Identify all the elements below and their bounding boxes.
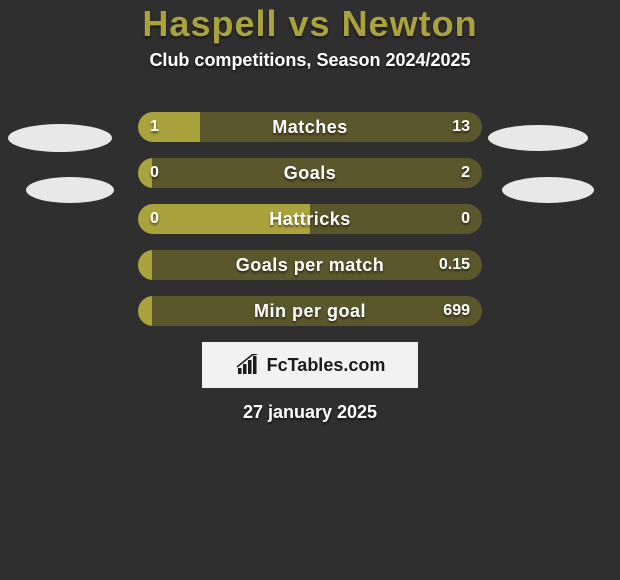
stat-label: Goals — [138, 158, 482, 188]
stat-value-left: 0 — [150, 158, 159, 188]
brand-badge: FcTables.com — [202, 342, 418, 388]
stat-row: Min per goal699 — [138, 296, 482, 326]
page-title: Haspell vs Newton — [0, 0, 620, 42]
brand-text: FcTables.com — [267, 355, 386, 376]
stat-label: Goals per match — [138, 250, 482, 280]
comparison-infographic: Haspell vs Newton Club competitions, Sea… — [0, 0, 620, 580]
stat-value-right: 0.15 — [439, 250, 470, 280]
title-vs: vs — [289, 3, 331, 44]
stat-label: Min per goal — [138, 296, 482, 326]
snapshot-date: 27 january 2025 — [0, 402, 620, 423]
stat-value-left: 0 — [150, 204, 159, 234]
stat-value-right: 0 — [461, 204, 470, 234]
stat-value-right: 13 — [452, 112, 470, 142]
title-player1: Haspell — [142, 3, 277, 44]
stat-value-right: 2 — [461, 158, 470, 188]
stat-value-left: 1 — [150, 112, 159, 142]
stat-label: Matches — [138, 112, 482, 142]
subtitle: Club competitions, Season 2024/2025 — [0, 50, 620, 71]
stat-row: Matches1 13 — [138, 112, 482, 142]
stat-row: Goals0 2 — [138, 158, 482, 188]
stat-value-right: 699 — [443, 296, 470, 326]
stat-row: Hattricks0 0 — [138, 204, 482, 234]
brand-chart-icon — [235, 354, 261, 376]
stats-bars: Matches113Goals02Hattricks00Goals per ma… — [138, 112, 482, 326]
title-player2: Newton — [342, 3, 478, 44]
stat-label: Hattricks — [138, 204, 482, 234]
stats-chart: Matches113Goals02Hattricks00Goals per ma… — [0, 112, 620, 423]
stat-row: Goals per match0.15 — [138, 250, 482, 280]
